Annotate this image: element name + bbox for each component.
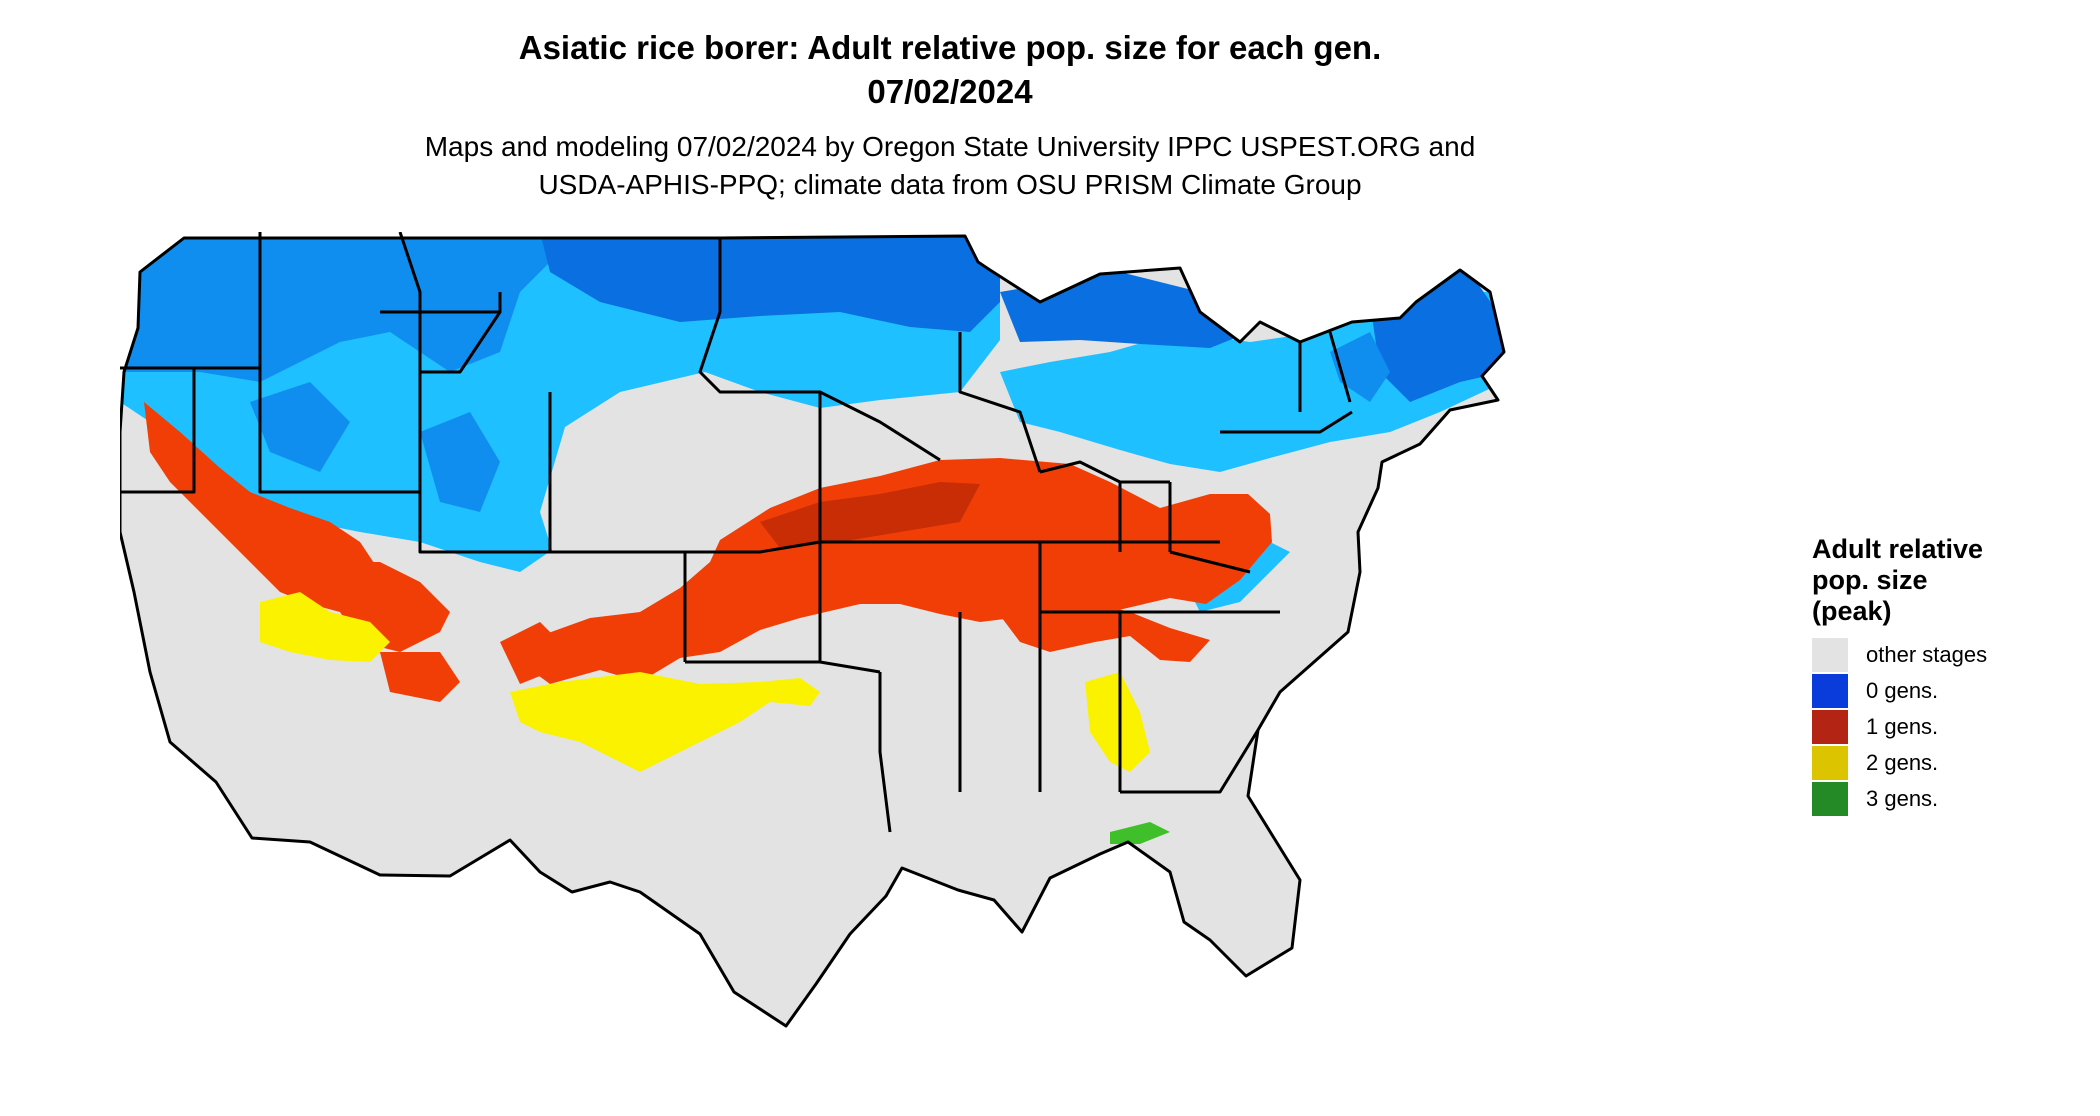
- legend-title-line: Adult relative: [1812, 534, 1984, 564]
- legend-title-line: (peak): [1812, 596, 1892, 626]
- legend-item-0-gens: 0 gens.: [1812, 673, 2082, 709]
- legend-item-3-gens: 3 gens.: [1812, 781, 2082, 817]
- legend-item-1-gens: 1 gens.: [1812, 709, 2082, 745]
- map-legend: Adult relative pop. size (peak) other st…: [1812, 534, 2082, 817]
- legend-label: 1 gens.: [1866, 714, 1939, 739]
- legend-swatch: [1812, 638, 1848, 672]
- legend-swatch: [1812, 710, 1848, 744]
- legend-title-line: pop. size: [1812, 565, 1928, 595]
- legend-swatch: [1812, 746, 1848, 780]
- us-generations-map: [120, 232, 1506, 1028]
- legend-label: other stages: [1866, 642, 1988, 667]
- map-title: Asiatic rice borer: Adult relative pop. …: [518, 29, 1382, 66]
- map-date: 07/02/2024: [867, 73, 1033, 110]
- legend-item-other-stages: other stages: [1812, 637, 2082, 673]
- map-credit-line-1: Maps and modeling 07/02/2024 by Oregon S…: [424, 131, 1476, 162]
- legend-swatch: [1812, 674, 1848, 708]
- legend-label: 3 gens.: [1866, 786, 1939, 811]
- legend-label: 2 gens.: [1866, 750, 1939, 775]
- legend-item-2-gens: 2 gens.: [1812, 745, 2082, 781]
- legend-swatch: [1812, 782, 1848, 816]
- map-credit-line-2: USDA-APHIS-PPQ; climate data from OSU PR…: [538, 169, 1362, 200]
- legend-title: Adult relative pop. size (peak): [1812, 534, 2082, 627]
- legend-label: 0 gens.: [1866, 678, 1939, 703]
